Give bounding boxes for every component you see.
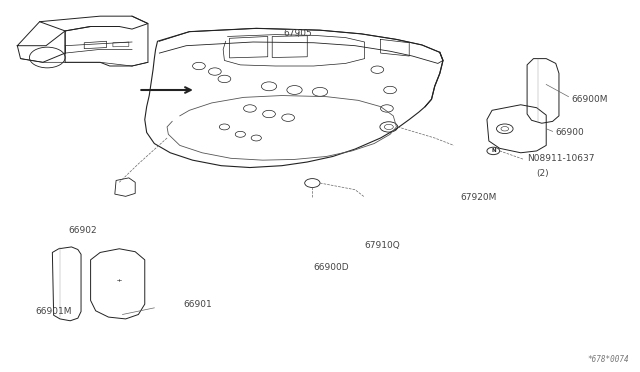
Text: 67905: 67905 bbox=[284, 29, 312, 38]
Text: 66901M: 66901M bbox=[35, 307, 72, 316]
Text: N: N bbox=[491, 148, 495, 153]
Text: 67910Q: 67910Q bbox=[365, 241, 401, 250]
Text: N08911-10637: N08911-10637 bbox=[527, 154, 595, 163]
Text: 66900D: 66900D bbox=[314, 263, 349, 272]
Text: *678*0074: *678*0074 bbox=[588, 355, 629, 364]
Text: 66900M: 66900M bbox=[572, 95, 608, 104]
Text: (2): (2) bbox=[537, 169, 549, 177]
Text: 66901: 66901 bbox=[183, 300, 212, 309]
Text: 66900: 66900 bbox=[556, 128, 584, 137]
Text: 67920M: 67920M bbox=[460, 193, 497, 202]
Text: 66902: 66902 bbox=[68, 226, 97, 235]
